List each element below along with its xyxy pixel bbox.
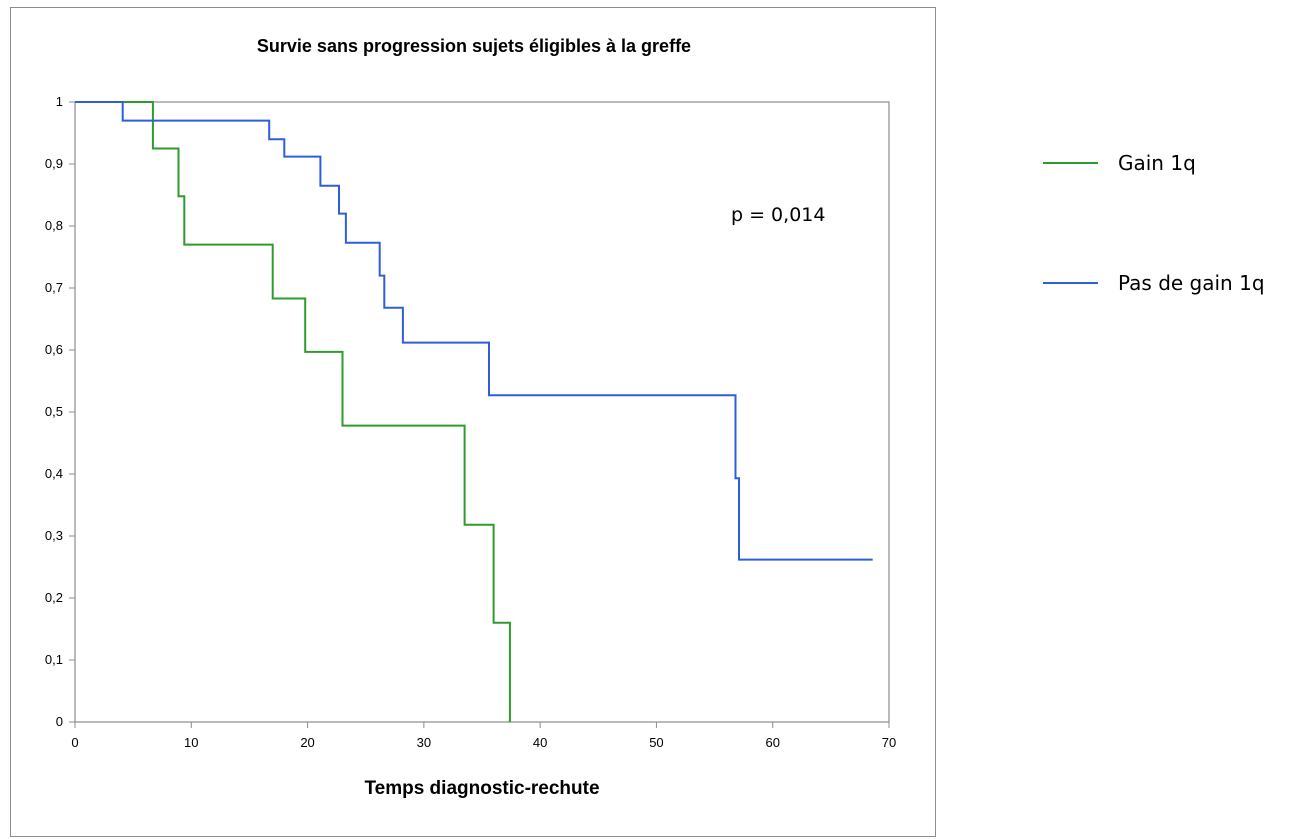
plot-area: [74, 101, 890, 723]
y-tick-label: 0,6: [45, 342, 63, 357]
y-tick-label: 0,1: [45, 652, 63, 667]
x-axis: 0 10 20 30 40 50 60 70: [71, 722, 896, 750]
legend-item: Gain 1q: [1043, 151, 1196, 175]
chart-title: Survie sans progression sujets éligibles…: [257, 36, 691, 56]
x-tick-label: 50: [649, 735, 663, 750]
x-tick-label: 0: [71, 735, 78, 750]
legend-label: Gain 1q: [1118, 151, 1196, 175]
x-tick-label: 20: [300, 735, 314, 750]
series-layer: [75, 101, 873, 722]
legend-label: Pas de gain 1q: [1118, 271, 1265, 295]
x-tick-label: 10: [184, 735, 198, 750]
x-tick-label: 60: [765, 735, 779, 750]
series-line-2: [75, 101, 873, 561]
y-tick-label: 0,8: [45, 218, 63, 233]
series-line-1: [75, 101, 511, 722]
y-tick-label: 0,9: [45, 156, 63, 171]
legend-item: Pas de gain 1q: [1043, 271, 1265, 295]
y-tick-label: 0,5: [45, 404, 63, 419]
y-axis: 0 0,1 0,2 0,3 0,4 0,5 0,6 0,7 0,8 0,9 1: [45, 94, 75, 729]
y-tick-label: 1: [56, 94, 63, 109]
legend: Gain 1q Pas de gain 1q: [1043, 151, 1265, 295]
x-tick-label: 70: [882, 735, 896, 750]
chart-frame: [10, 7, 936, 837]
y-tick-label: 0,4: [45, 466, 63, 481]
x-tick-label: 40: [533, 735, 547, 750]
y-tick-label: 0,3: [45, 528, 63, 543]
y-tick-label: 0,2: [45, 590, 63, 605]
y-tick-label: 0: [56, 714, 63, 729]
p-value-annotation: p = 0,014: [731, 204, 825, 226]
y-tick-label: 0,7: [45, 280, 63, 295]
x-tick-label: 30: [417, 735, 431, 750]
x-axis-label: Temps diagnostic-rechute: [364, 778, 599, 799]
